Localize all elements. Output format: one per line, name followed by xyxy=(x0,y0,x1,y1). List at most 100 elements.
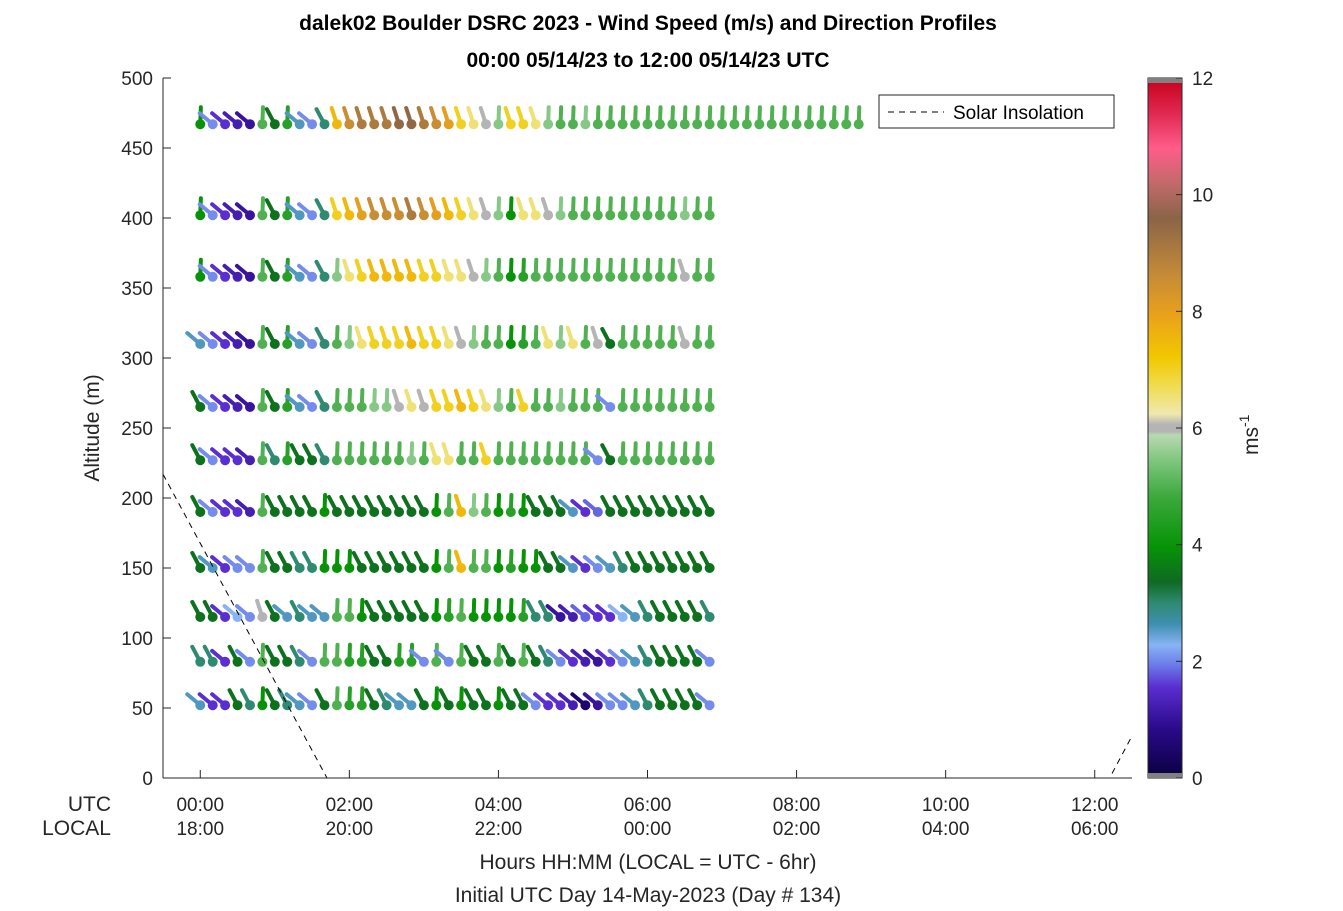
wind-barb-ball xyxy=(667,700,678,711)
x-row-label-utc: UTC xyxy=(68,793,111,816)
wind-barb-ball xyxy=(704,700,715,711)
wind-barb xyxy=(413,550,429,573)
wind-barb xyxy=(679,105,690,130)
plot-area xyxy=(163,78,1132,778)
wind-barb-ball xyxy=(431,339,442,349)
wind-barb xyxy=(344,325,355,349)
wind-barb xyxy=(649,494,665,517)
wind-barb xyxy=(264,688,280,711)
wind-barb-ball xyxy=(543,612,554,622)
wind-barb xyxy=(513,688,529,711)
wind-barb xyxy=(654,105,665,130)
wind-barb xyxy=(331,642,342,667)
wind-barb-ball xyxy=(307,210,318,221)
wind-barb xyxy=(555,196,566,221)
wind-barb xyxy=(493,493,504,517)
wind-barb-ball xyxy=(319,507,330,517)
wind-barb xyxy=(493,105,504,130)
wind-barb-ball xyxy=(518,612,529,622)
wind-barb xyxy=(565,325,578,349)
wind-barb-ball xyxy=(269,339,280,349)
wind-barb xyxy=(605,196,616,221)
wind-barb-ball xyxy=(232,612,243,622)
wind-barb-ball xyxy=(505,563,516,573)
wind-barb xyxy=(257,441,268,466)
wind-barb-ball xyxy=(282,612,293,622)
wind-barb-ball xyxy=(704,210,715,221)
wind-barb-ball xyxy=(493,455,504,466)
wind-barb xyxy=(692,196,703,221)
wind-barb-ball xyxy=(605,563,616,573)
wind-barb xyxy=(649,550,665,573)
wind-barb-ball xyxy=(331,339,342,349)
wind-barb-ball xyxy=(406,656,417,667)
wind-barb xyxy=(453,493,467,517)
wind-barb xyxy=(692,441,703,466)
wind-barb-ball xyxy=(269,700,280,711)
wind-barb xyxy=(190,599,206,622)
x-tick-label-utc: 08:00 xyxy=(773,795,821,816)
wind-barb xyxy=(493,686,504,711)
wind-barb-ball xyxy=(406,700,417,711)
wind-barb xyxy=(431,549,442,573)
wind-barb-ball xyxy=(481,700,491,711)
wind-barb xyxy=(234,555,255,573)
wind-barb-ball xyxy=(443,507,454,517)
wind-barb-ball xyxy=(232,271,243,282)
wind-barb xyxy=(255,598,268,622)
wind-barb xyxy=(493,598,504,622)
wind-barb-ball xyxy=(630,210,641,221)
wind-barb-ball xyxy=(294,507,305,517)
wind-barb-ball xyxy=(344,612,355,622)
wind-barb xyxy=(366,106,380,130)
wind-barb-ball xyxy=(456,402,467,412)
wind-barb-ball xyxy=(692,563,703,573)
wind-barb-ball xyxy=(307,119,318,130)
wind-barb-ball xyxy=(244,700,255,711)
wind-barb-ball xyxy=(431,119,442,130)
wind-barb-ball xyxy=(580,656,591,667)
wind-barb-ball xyxy=(580,339,591,349)
wind-barb xyxy=(413,688,429,711)
wind-barb-ball xyxy=(356,271,367,282)
wind-barb xyxy=(481,257,491,282)
wind-barb-ball xyxy=(481,339,491,349)
wind-barb xyxy=(441,442,454,466)
wind-barb-ball xyxy=(704,563,715,573)
wind-barb xyxy=(779,105,790,130)
wind-barb xyxy=(391,258,405,282)
wind-barb xyxy=(379,197,392,221)
wind-barb xyxy=(404,106,417,130)
wind-barb xyxy=(284,331,305,349)
wind-barb-ball xyxy=(282,563,293,573)
wind-barb xyxy=(453,258,467,282)
colorbar-tick-label: 6 xyxy=(1192,419,1203,440)
wind-barb-ball xyxy=(394,656,405,667)
wind-barb-ball xyxy=(232,563,243,573)
wind-barb xyxy=(791,105,802,130)
wind-barb-ball xyxy=(257,700,268,711)
wind-barb xyxy=(630,257,641,282)
wind-barb xyxy=(331,549,342,573)
wind-barb-ball xyxy=(617,210,628,221)
wind-barb xyxy=(433,648,454,667)
wind-barb xyxy=(582,447,603,466)
wind-barb-ball xyxy=(692,656,703,667)
wind-barb xyxy=(687,494,703,517)
wind-barb-ball xyxy=(418,507,429,517)
wind-barb-ball xyxy=(493,700,504,711)
wind-barb-ball xyxy=(617,563,628,573)
wind-barb xyxy=(429,442,442,466)
wind-barb xyxy=(297,604,318,622)
wind-barb-ball xyxy=(654,455,665,466)
wind-barb xyxy=(210,263,231,282)
wind-barb xyxy=(617,388,628,412)
wind-barb xyxy=(222,555,243,573)
x-tick-label-utc: 12:00 xyxy=(1071,795,1119,816)
wind-barb-ball xyxy=(207,507,218,517)
wind-barb-ball xyxy=(244,402,255,412)
wind-barb-ball xyxy=(530,455,541,466)
wind-barb xyxy=(394,441,405,466)
wind-barb xyxy=(354,325,367,349)
wind-barb-ball xyxy=(344,507,355,517)
